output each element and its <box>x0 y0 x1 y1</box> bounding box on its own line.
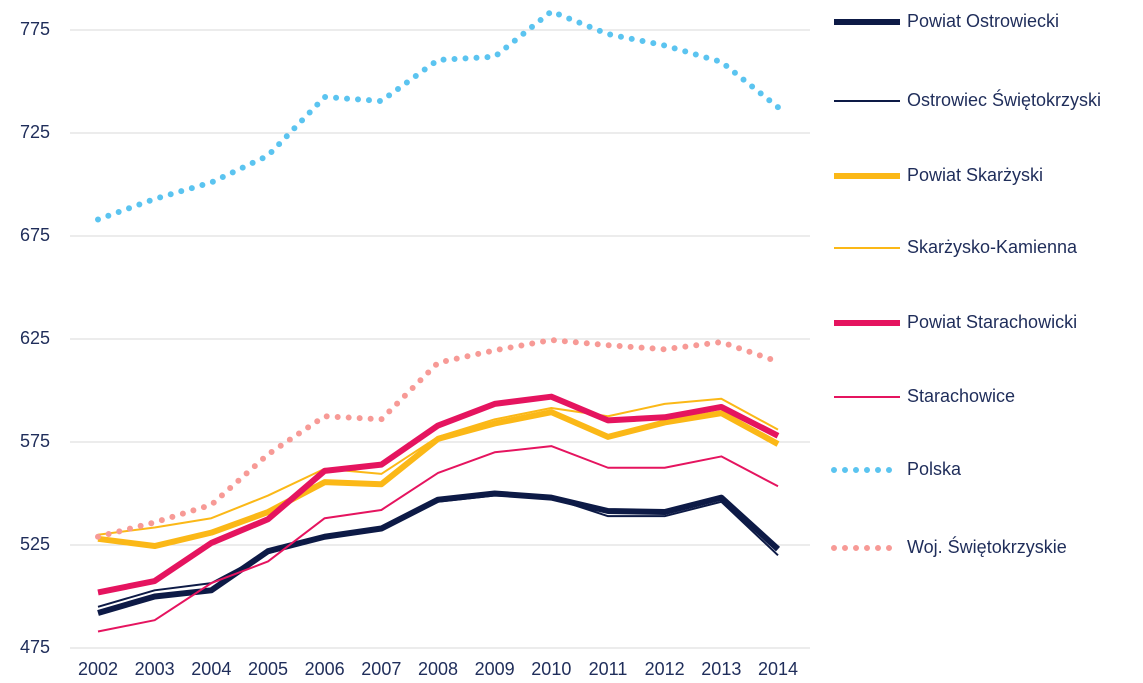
legend-label: Starachowice <box>907 386 1015 406</box>
x-tick-label: 2007 <box>361 659 401 679</box>
series-line <box>95 337 781 540</box>
legend-label: Polska <box>907 459 962 479</box>
series-line <box>97 393 780 596</box>
x-tick-label: 2006 <box>305 659 345 679</box>
x-tick-label: 2009 <box>475 659 515 679</box>
y-tick-label: 725 <box>20 122 50 142</box>
x-tick-label: 2011 <box>589 659 628 679</box>
legend-label: Ostrowiec Świętokrzyski <box>907 89 1101 110</box>
y-tick-label: 625 <box>20 328 50 348</box>
series-line <box>97 397 779 536</box>
x-tick-label: 2005 <box>248 659 288 679</box>
series-line <box>97 490 781 616</box>
series-line <box>97 409 780 550</box>
series-line <box>95 8 781 223</box>
y-tick-label: 675 <box>20 225 50 245</box>
x-tick-label: 2012 <box>645 659 685 679</box>
x-tick-label: 2010 <box>531 659 571 679</box>
x-tick-label: 2008 <box>418 659 458 679</box>
legend-label: Powiat Starachowicki <box>907 312 1077 332</box>
series-line <box>97 445 779 633</box>
legend-label: Skarżysko-Kamienna <box>907 237 1078 257</box>
legend-label: Woj. Świętokrzyskie <box>907 536 1067 557</box>
legend-label: Powiat Ostrowiecki <box>907 11 1059 31</box>
x-tick-label: 2013 <box>701 659 741 679</box>
x-tick-label: 2003 <box>135 659 175 679</box>
x-tick-label: 2002 <box>78 659 118 679</box>
legend-label: Powiat Skarżyski <box>907 165 1043 185</box>
x-tick-label: 2014 <box>758 659 798 679</box>
y-tick-label: 475 <box>20 637 50 657</box>
x-tick-label: 2004 <box>191 659 231 679</box>
y-tick-label: 525 <box>20 534 50 554</box>
y-tick-label: 775 <box>20 19 50 39</box>
y-tick-label: 575 <box>20 431 50 451</box>
